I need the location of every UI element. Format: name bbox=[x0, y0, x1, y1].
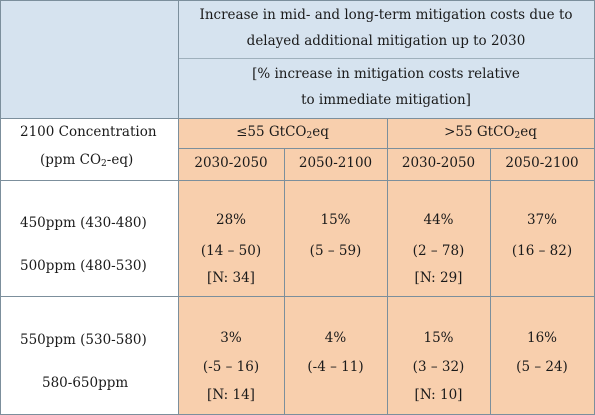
header-corner-cell bbox=[1, 1, 178, 118]
cost-increase-value: 28% bbox=[215, 212, 246, 228]
cost-increase-value: 15% bbox=[423, 330, 454, 346]
orange-data-region bbox=[178, 118, 594, 414]
concentration-header-line-1: 2100 Concentration bbox=[20, 124, 157, 140]
cost-increase-range: (-5 – 16) bbox=[202, 359, 260, 375]
header-title-cell bbox=[178, 1, 594, 118]
cost-increase-range: (3 – 32) bbox=[412, 359, 465, 375]
cost-increase-range: (16 – 82) bbox=[511, 243, 573, 259]
scenario-count: [N: 14] bbox=[207, 387, 255, 403]
group-header-gt55: >55 GtCO2eq bbox=[444, 124, 537, 141]
cost-increase-value: 37% bbox=[526, 212, 557, 228]
period-header: 2050-2100 bbox=[505, 155, 579, 171]
concentration-label: 450ppm (430-480) bbox=[20, 215, 147, 231]
period-header: 2030-2050 bbox=[401, 155, 476, 171]
cost-increase-value: 4% bbox=[324, 330, 347, 346]
scenario-count: [N: 34] bbox=[207, 270, 255, 286]
period-header: 2030-2050 bbox=[194, 155, 268, 171]
scenario-count: [N: 10] bbox=[414, 387, 463, 403]
cost-increase-range: (5 – 24) bbox=[516, 359, 568, 375]
cost-increase-value: 16% bbox=[526, 330, 557, 346]
table-title-line-2: delayed additional mitigation up to 2030 bbox=[246, 33, 526, 49]
scenario-count: [N: 29] bbox=[414, 270, 463, 286]
group-header-le55: ≤55 GtCO2eq bbox=[236, 124, 329, 141]
cost-increase-range: (-4 – 11) bbox=[307, 359, 364, 375]
period-header: 2050-2100 bbox=[298, 155, 373, 171]
cost-increase-value: 44% bbox=[423, 212, 454, 228]
concentration-header-line-2: (ppm CO2-eq) bbox=[40, 152, 134, 169]
table-subtitle-line-2: to immediate mitigation] bbox=[301, 92, 471, 108]
concentration-label: 500ppm (480-530) bbox=[20, 258, 147, 274]
table-title-line-1: Increase in mid- and long-term mitigatio… bbox=[199, 7, 573, 23]
cost-increase-value: 3% bbox=[220, 330, 242, 346]
cost-increase-range: (5 – 59) bbox=[309, 243, 362, 259]
cost-increase-range: (2 – 78) bbox=[412, 243, 465, 259]
cost-increase-range: (14 – 50) bbox=[200, 243, 262, 259]
cost-increase-value: 15% bbox=[320, 212, 351, 228]
concentration-label: 580-650ppm bbox=[42, 375, 129, 391]
table-subtitle-line-1: [% increase in mitigation costs relative bbox=[252, 66, 520, 82]
concentration-label: 550ppm (530-580) bbox=[20, 332, 147, 348]
